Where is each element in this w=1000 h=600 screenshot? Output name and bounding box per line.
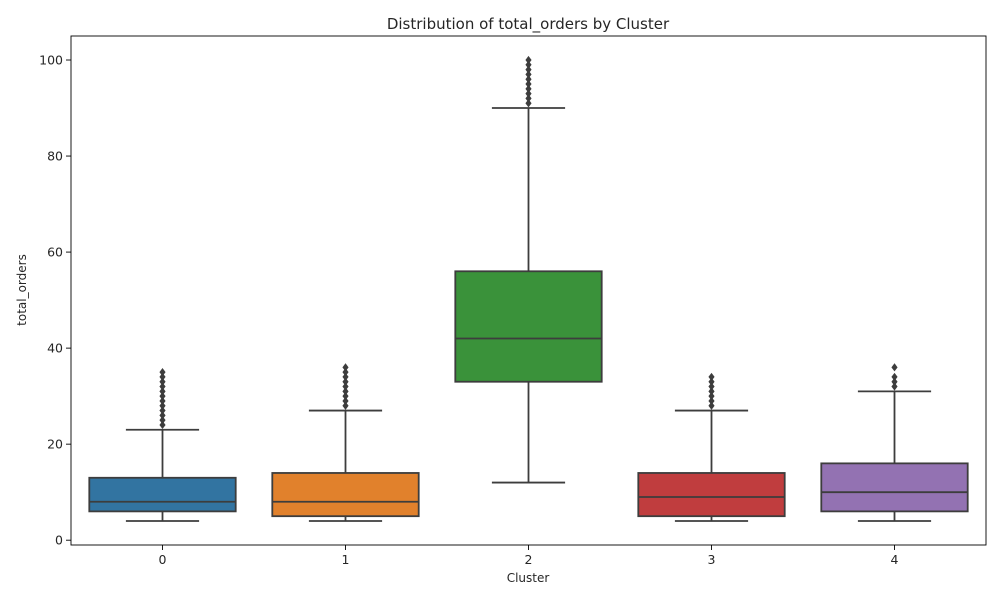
box-group-cluster-4 [820, 363, 969, 522]
outlier-point [525, 60, 532, 69]
outlier-point [159, 382, 166, 391]
outlier-point [159, 392, 166, 401]
outlier-point [525, 79, 532, 89]
y-tick-label: 80 [47, 149, 63, 164]
iqr-box [637, 472, 786, 518]
iqr-box [454, 270, 603, 383]
x-axis-label: Cluster [507, 571, 550, 585]
outlier-point [159, 387, 166, 396]
x-axis: 0 1 2 3 4 [159, 545, 899, 567]
x-tick-label: 3 [708, 552, 716, 567]
outlier-point [708, 401, 715, 410]
outlier-point [525, 84, 532, 93]
outlier-point [708, 377, 715, 386]
x-tick-label: 0 [159, 552, 167, 567]
boxes-layer [88, 55, 969, 522]
outlier-point [342, 387, 349, 396]
outlier-point [159, 416, 166, 425]
outlier-point [342, 392, 349, 401]
outlier-point [159, 401, 166, 410]
outlier-point [342, 396, 349, 406]
outlier-point [342, 363, 349, 372]
x-tick-label: 4 [891, 552, 899, 567]
outlier-point [708, 372, 715, 382]
outlier-point [708, 387, 715, 396]
outlier-point [525, 65, 532, 74]
outlier-point [342, 368, 349, 377]
outlier-point [891, 377, 898, 386]
y-axis: 0 20 40 60 80 100 [39, 53, 71, 548]
outlier-point [525, 55, 532, 65]
y-tick-label: 40 [47, 341, 63, 356]
outlier-point [159, 411, 166, 420]
x-tick-label: 2 [525, 552, 533, 567]
outlier-point [525, 99, 532, 108]
outlier-point [525, 70, 532, 79]
outlier-point [891, 382, 898, 391]
outlier-point [342, 401, 349, 410]
outlier-point [159, 372, 166, 382]
y-tick-label: 0 [55, 533, 63, 548]
outlier-point [159, 406, 166, 415]
box-group-cluster-2 [454, 55, 603, 484]
outlier-point [159, 377, 166, 386]
iqr-box [271, 472, 420, 518]
y-axis-label: total_orders [15, 254, 29, 326]
outlier-point [708, 392, 715, 401]
outlier-point [342, 372, 349, 382]
iqr-box [820, 462, 969, 513]
outlier-point [525, 75, 532, 84]
box-group-cluster-0 [88, 368, 237, 522]
box-group-cluster-1 [271, 363, 420, 522]
box-group-cluster-3 [637, 372, 786, 522]
y-tick-label: 20 [47, 437, 63, 452]
outlier-point [708, 396, 715, 406]
iqr-box [88, 476, 237, 513]
y-tick-label: 60 [47, 245, 63, 260]
outlier-point [891, 372, 898, 382]
outlier-point [159, 420, 166, 430]
outlier-point [159, 396, 166, 406]
outlier-point [708, 382, 715, 391]
outlier-point [891, 363, 898, 372]
outlier-point [159, 368, 166, 377]
outlier-point [525, 94, 532, 103]
chart-title: Distribution of total_orders by Cluster [387, 15, 670, 34]
outlier-point [342, 377, 349, 386]
outlier-point [525, 89, 532, 98]
outlier-point [342, 382, 349, 391]
x-tick-label: 1 [342, 552, 350, 567]
y-tick-label: 100 [39, 53, 63, 68]
